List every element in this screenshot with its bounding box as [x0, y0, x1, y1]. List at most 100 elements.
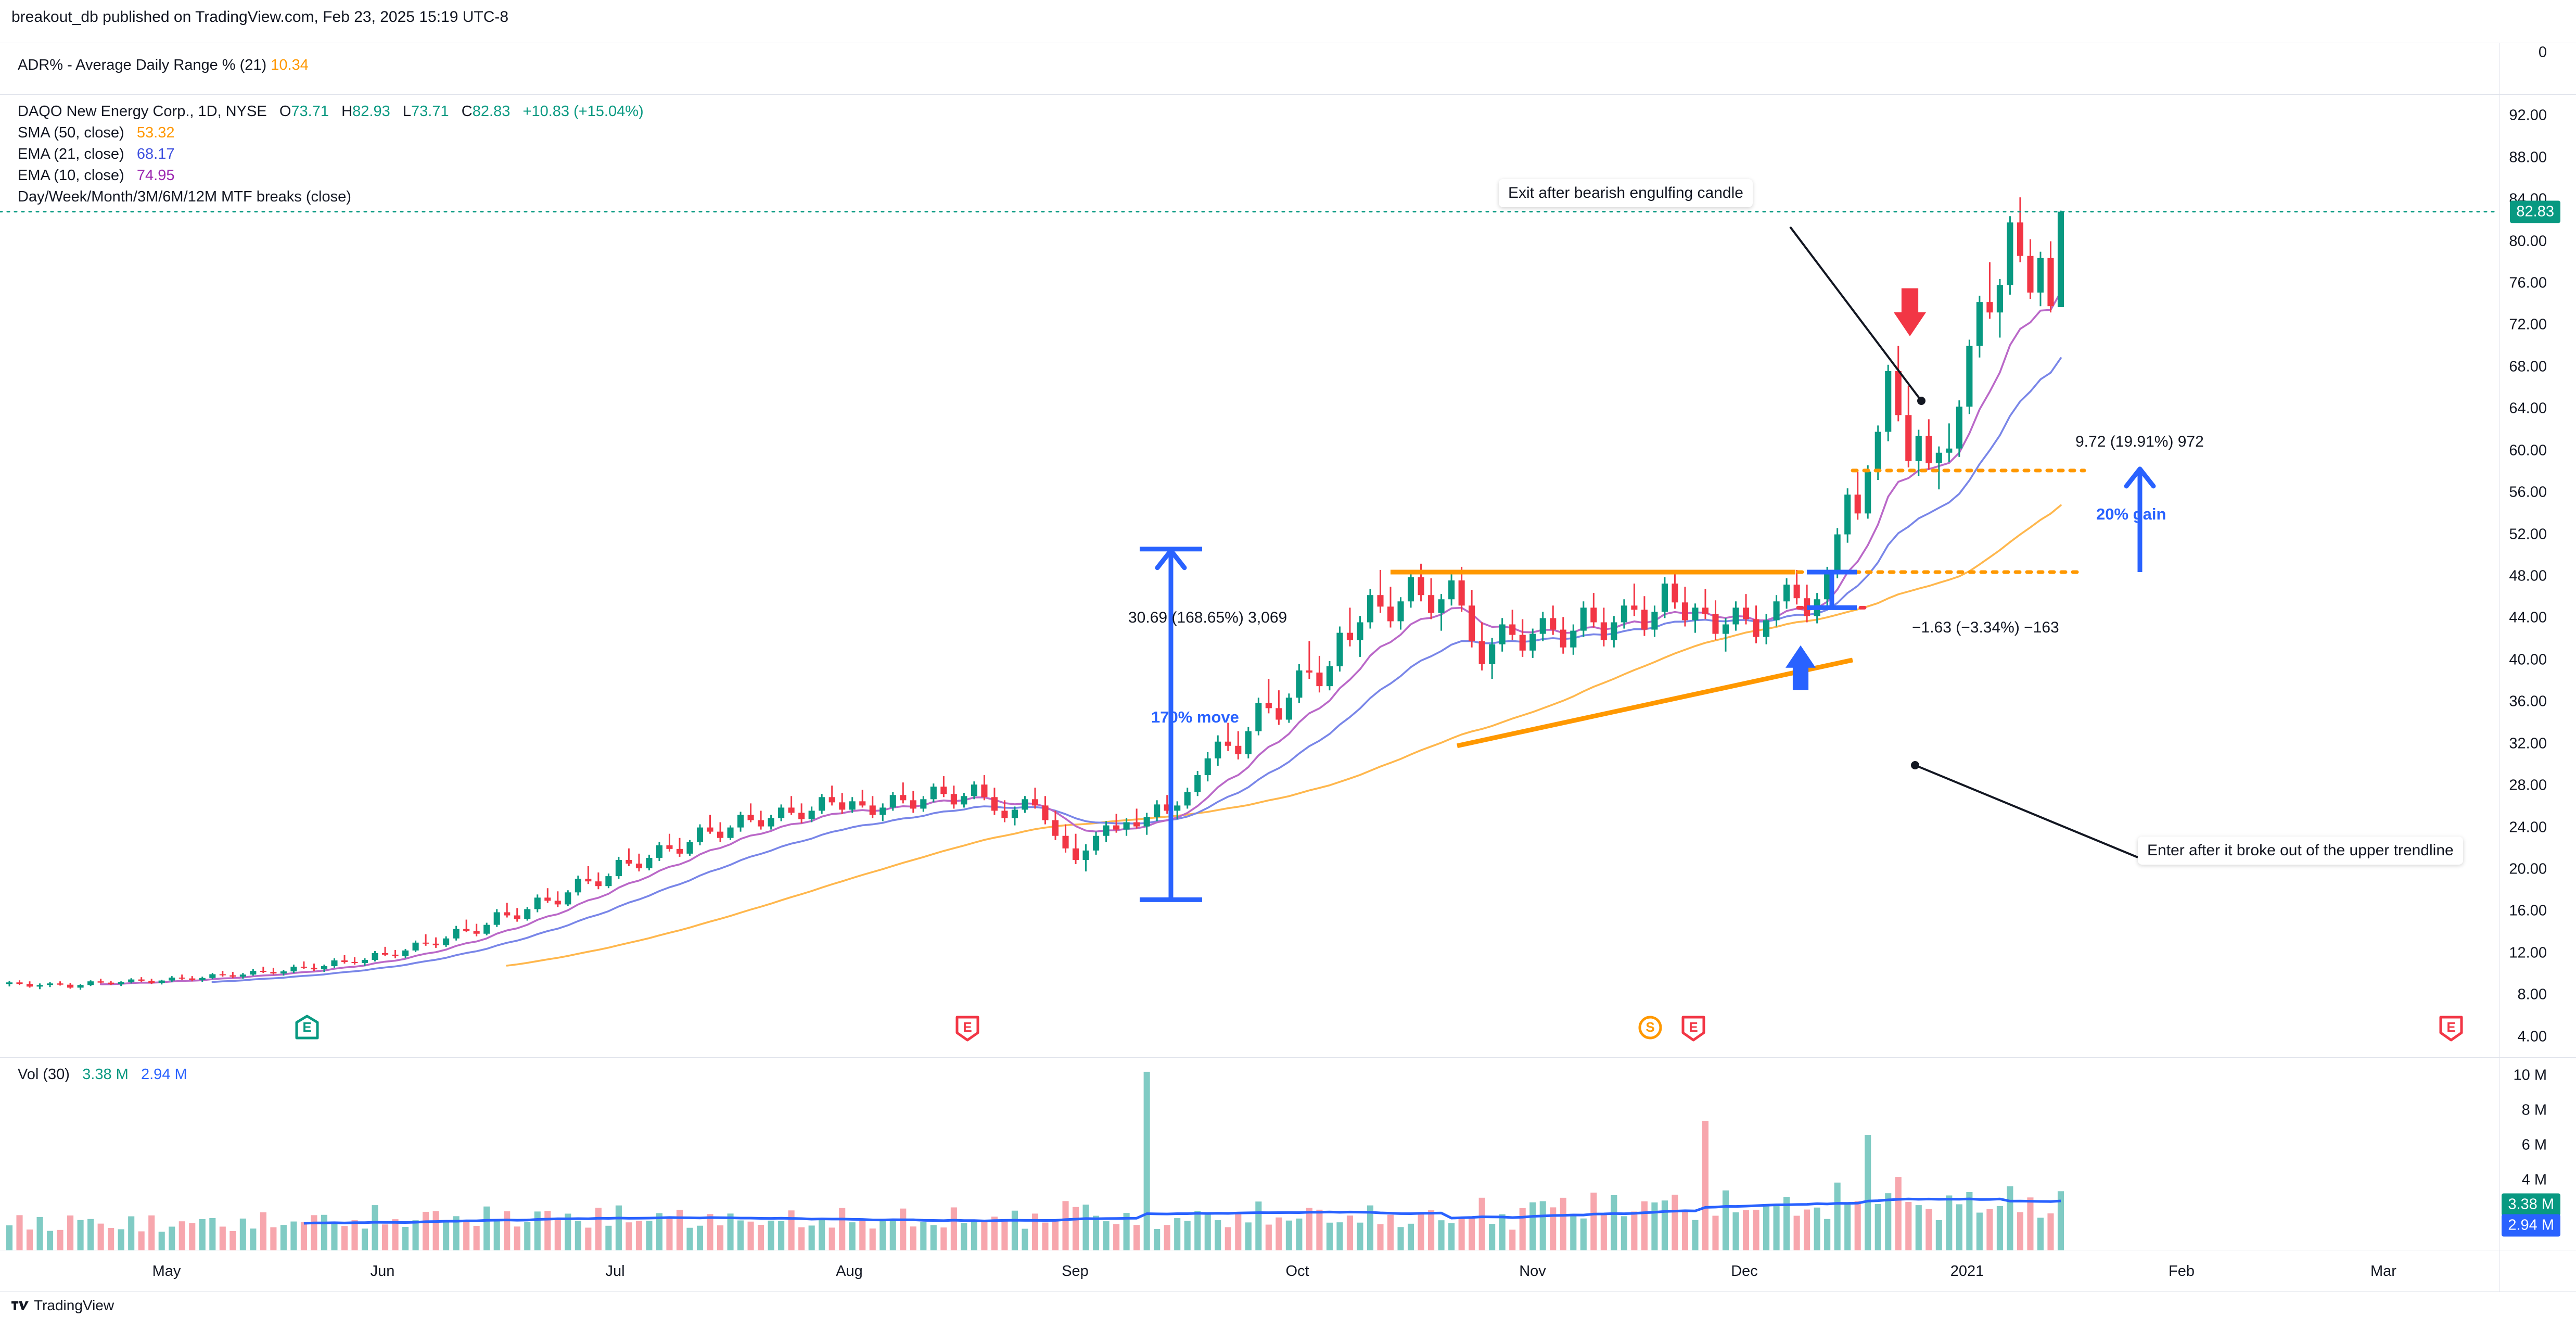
price-axis-tick: 20.00	[2509, 860, 2547, 878]
tradingview-footer-text: TradingView	[34, 1297, 114, 1313]
ohlc-open-value: 73.71	[291, 103, 329, 120]
symbol-legend-row[interactable]: DAQO New Energy Corp., 1D, NYSE O73.71 H…	[18, 101, 644, 122]
callout-exit-note[interactable]: Exit after bearish engulfing candle	[1499, 179, 1753, 207]
volume-legend-title: Vol (30)	[18, 1066, 70, 1083]
price-axis-tick: 32.00	[2509, 735, 2547, 752]
adr-pane: ADR% - Average Daily Range % (21) 10.34 …	[0, 43, 2576, 95]
publisher-credit: breakout_db published on TradingView.com…	[11, 8, 509, 26]
volume-value-badge: 3.38 M	[2502, 1193, 2560, 1216]
ohlc-low-value: 73.71	[411, 103, 449, 120]
adr-legend-value: 10.34	[271, 57, 309, 73]
event-marker-letter: E	[302, 1019, 311, 1035]
time-axis-tick: Mar	[2370, 1263, 2396, 1280]
earnings-badge-icon-glyph: E	[1681, 1016, 1705, 1042]
earnings-badge-icon-glyph: E	[2439, 1016, 2463, 1042]
event-marker-letter: E	[2446, 1019, 2455, 1035]
price-pane[interactable]: DAQO New Energy Corp., 1D, NYSE O73.71 H…	[0, 95, 2576, 1058]
volume-legend-value: 3.38 M	[82, 1066, 129, 1083]
volume-legend-row[interactable]: Vol (30) 3.38 M 2.94 M	[18, 1064, 187, 1085]
volume-pane[interactable]: Vol (30) 3.38 M 2.94 M 10 M8 M6 M4 M2 M …	[0, 1058, 2576, 1250]
event-marker-letter: E	[1689, 1019, 1698, 1035]
ohlc-close-label: C	[461, 103, 473, 120]
price-axis-tick: 56.00	[2509, 484, 2547, 501]
symbol-name: DAQO New Energy Corp., 1D, NYSE	[18, 103, 267, 120]
price-legend: DAQO New Energy Corp., 1D, NYSE O73.71 H…	[18, 101, 644, 208]
indicator-row-ema10[interactable]: EMA (10, close) 74.95	[18, 165, 644, 186]
measure-move-bold-label: 170% move	[1151, 708, 1239, 726]
time-axis-tick: Nov	[1519, 1263, 1546, 1280]
price-chart-canvas[interactable]	[0, 95, 2500, 1058]
price-axis-tick: 60.00	[2509, 442, 2547, 459]
time-axis-pane[interactable]: May Jun Jul Aug Sep Oct Nov Dec 2021 Feb Mar	[0, 1250, 2576, 1292]
price-axis-tick: 68.00	[2509, 358, 2547, 375]
price-axis-tick: 4.00	[2517, 1028, 2547, 1045]
earnings-badge-icon[interactable]: E	[2438, 1013, 2465, 1043]
ohlc-high-value: 82.93	[352, 103, 390, 120]
adr-axis-divider	[2499, 43, 2500, 94]
price-axis-tick: 88.00	[2509, 149, 2547, 166]
price-axis-tick: 16.00	[2509, 902, 2547, 919]
volume-ma-value: 2.94 M	[141, 1066, 187, 1083]
price-axis-tick: 8.00	[2517, 986, 2547, 1003]
price-axis-tick: 92.00	[2509, 107, 2547, 124]
indicator-name-sma50: SMA (50, close)	[18, 124, 124, 141]
event-marker-letter: E	[963, 1019, 972, 1035]
price-axis-tick: 44.00	[2509, 609, 2547, 626]
price-axis-tick: 40.00	[2509, 651, 2547, 668]
price-axis-tick: 12.00	[2509, 944, 2547, 961]
time-axis-tick: Dec	[1731, 1263, 1758, 1280]
volume-axis-tick: 4 M	[2521, 1171, 2547, 1188]
split-badge-icon[interactable]: S	[1637, 1013, 1664, 1043]
price-axis-tick: 24.00	[2509, 819, 2547, 836]
indicator-row-sma50[interactable]: SMA (50, close) 53.32	[18, 122, 644, 144]
ohlc-low-label: L	[402, 103, 412, 120]
time-axis-tick: Aug	[836, 1263, 863, 1280]
ohlc-open-label: O	[279, 103, 291, 120]
price-axis-tick: 76.00	[2509, 274, 2547, 292]
time-axis-tick: Oct	[1285, 1263, 1309, 1280]
tradingview-logo-icon	[11, 1301, 29, 1310]
time-axis-divider	[2499, 1250, 2500, 1291]
indicator-row-mtf[interactable]: Day/Week/Month/3M/6M/12M MTF breaks (clo…	[18, 186, 644, 208]
time-axis-tick: 2021	[1950, 1263, 1984, 1280]
adr-legend: ADR% - Average Daily Range % (21) 10.34	[18, 55, 309, 76]
callout-enter-note[interactable]: Enter after it broke out of the upper tr…	[2138, 837, 2463, 865]
volume-axis-tick: 6 M	[2521, 1136, 2547, 1154]
price-axis-tick: 48.00	[2509, 567, 2547, 585]
earnings-badge-icon[interactable]: E	[954, 1013, 981, 1043]
ohlc-change: +10.83 (+15.04%)	[522, 103, 644, 120]
volume-ma-badge: 2.94 M	[2502, 1214, 2560, 1237]
time-axis-tick: Feb	[2169, 1263, 2195, 1280]
measure-risk-label: −1.63 (−3.34%) −163	[1912, 619, 2059, 636]
time-axis-tick: Jun	[370, 1263, 395, 1280]
ohlc-high-label: H	[341, 103, 353, 120]
earnings-badge-icon-glyph: E	[295, 1015, 319, 1040]
time-axis-tick: Jul	[605, 1263, 625, 1280]
split-badge-icon-glyph: S	[1638, 1016, 1662, 1040]
tradingview-footer: TradingView	[11, 1297, 114, 1314]
adr-legend-row[interactable]: ADR% - Average Daily Range % (21) 10.34	[18, 55, 309, 76]
price-axis-divider	[2499, 95, 2500, 1057]
measure-gain-bold-label: 20% gain	[2096, 505, 2166, 523]
price-axis-tick: 72.00	[2509, 316, 2547, 333]
price-axis-tick: 80.00	[2509, 233, 2547, 250]
ohlc-close-value: 82.83	[472, 103, 511, 120]
indicator-row-ema21[interactable]: EMA (21, close) 68.17	[18, 144, 644, 165]
indicator-name-ema10: EMA (10, close)	[18, 167, 124, 184]
volume-axis-tick: 10 M	[2513, 1067, 2547, 1084]
indicator-value-sma50: 53.32	[136, 124, 175, 141]
time-axis-tick: May	[152, 1263, 181, 1280]
indicator-name-mtf: Day/Week/Month/3M/6M/12M MTF breaks (clo…	[18, 188, 351, 205]
earnings-badge-icon[interactable]: E	[294, 1013, 321, 1043]
price-axis-tick: 28.00	[2509, 777, 2547, 794]
volume-chart-canvas[interactable]	[0, 1058, 2499, 1250]
volume-axis-divider	[2499, 1058, 2500, 1250]
price-axis-tick: 64.00	[2509, 400, 2547, 417]
time-axis-tick: Sep	[1062, 1263, 1089, 1280]
event-marker-letter: S	[1646, 1019, 1654, 1035]
earnings-badge-icon[interactable]: E	[1680, 1013, 1707, 1043]
measure-gain-label: 9.72 (19.91%) 972	[2075, 433, 2204, 450]
earnings-badge-icon-glyph: E	[955, 1016, 979, 1042]
measure-move-label: 30.69 (168.65%) 3,069	[1128, 609, 1287, 626]
indicator-value-ema21: 68.17	[136, 146, 175, 162]
